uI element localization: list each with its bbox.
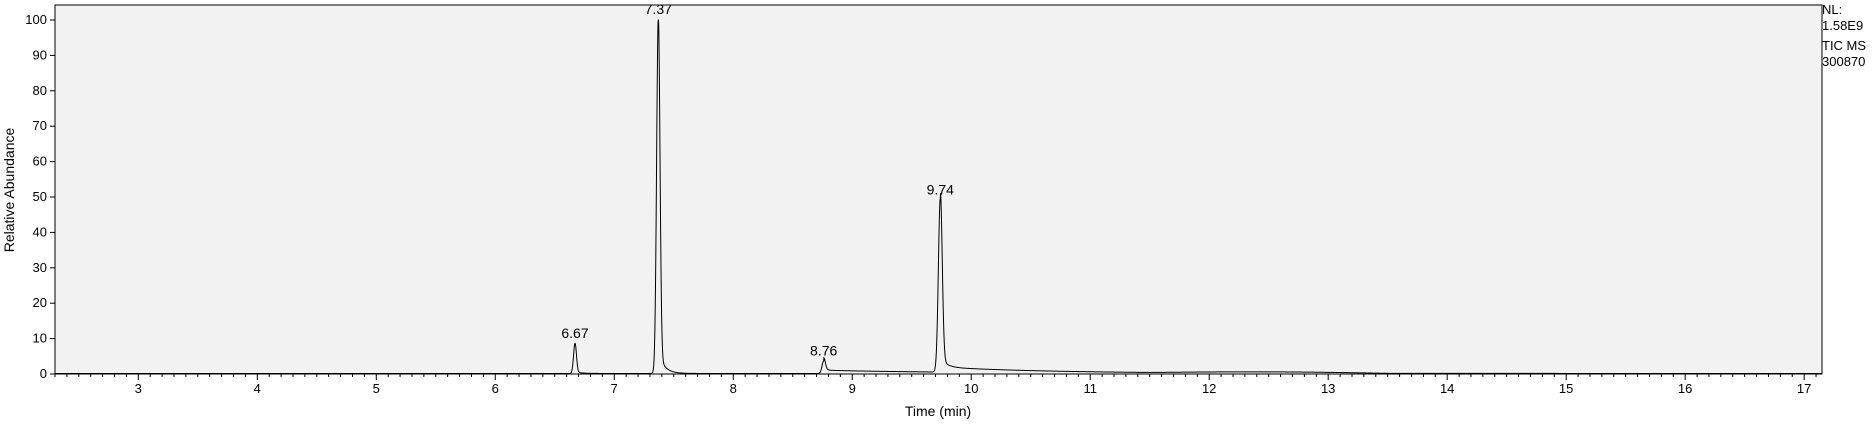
plot-area <box>54 4 1823 375</box>
peak-label: 8.76 <box>810 343 837 359</box>
x-tick-label: 12 <box>1202 381 1216 396</box>
info-nl: NL: <box>1822 2 1843 17</box>
x-tick-label: 10 <box>964 381 978 396</box>
y-tick-label: 70 <box>33 118 47 133</box>
peak-label: 9.74 <box>927 182 954 198</box>
x-tick-label: 3 <box>135 381 142 396</box>
info-nl-value: 1.58E9 <box>1822 18 1864 33</box>
peak-label: 6.67 <box>561 325 588 341</box>
x-tick-label: 4 <box>254 381 261 396</box>
x-axis-ticks: 3 4 5 6 7 8 9 10 11 12 13 14 15 16 17 <box>135 374 1811 396</box>
info-file-id: 300870 <box>1822 54 1866 69</box>
y-tick-label: 80 <box>33 83 47 98</box>
y-tick-label: 40 <box>33 224 47 239</box>
x-tick-label: 5 <box>373 381 380 396</box>
x-tick-label: 16 <box>1678 381 1692 396</box>
x-tick-label: 13 <box>1321 381 1335 396</box>
y-axis-ticks: 0 10 20 30 40 50 60 70 80 90 100 <box>25 12 55 381</box>
x-tick-label: 6 <box>492 381 499 396</box>
x-tick-label: 15 <box>1559 381 1573 396</box>
y-tick-label: 0 <box>40 366 47 381</box>
y-tick-label: 30 <box>33 260 47 275</box>
y-tick-label: 20 <box>33 295 47 310</box>
y-tick-label: 100 <box>25 12 47 27</box>
y-tick-label: 10 <box>33 331 47 346</box>
y-axis-title: Relative Abundance <box>1 128 17 253</box>
y-tick-label: 50 <box>33 189 47 204</box>
x-tick-label: 9 <box>849 381 856 396</box>
tic-trace <box>55 19 1822 374</box>
y-tick-label: 60 <box>33 154 47 169</box>
x-tick-label: 14 <box>1440 381 1454 396</box>
x-tick-label: 17 <box>1797 381 1811 396</box>
x-tick-label: 8 <box>730 381 737 396</box>
x-axis-title: Time (min) <box>905 403 971 419</box>
peak-label: 7.37 <box>645 1 672 17</box>
x-axis-minor-ticks <box>54 374 1817 377</box>
x-tick-label: 11 <box>1083 381 1097 396</box>
x-tick-label: 7 <box>611 381 618 396</box>
info-scan-filter: TIC MS <box>1822 38 1867 53</box>
y-tick-label: 90 <box>33 47 47 62</box>
peak-labels: 6.67 7.37 8.76 9.74 <box>561 1 954 359</box>
